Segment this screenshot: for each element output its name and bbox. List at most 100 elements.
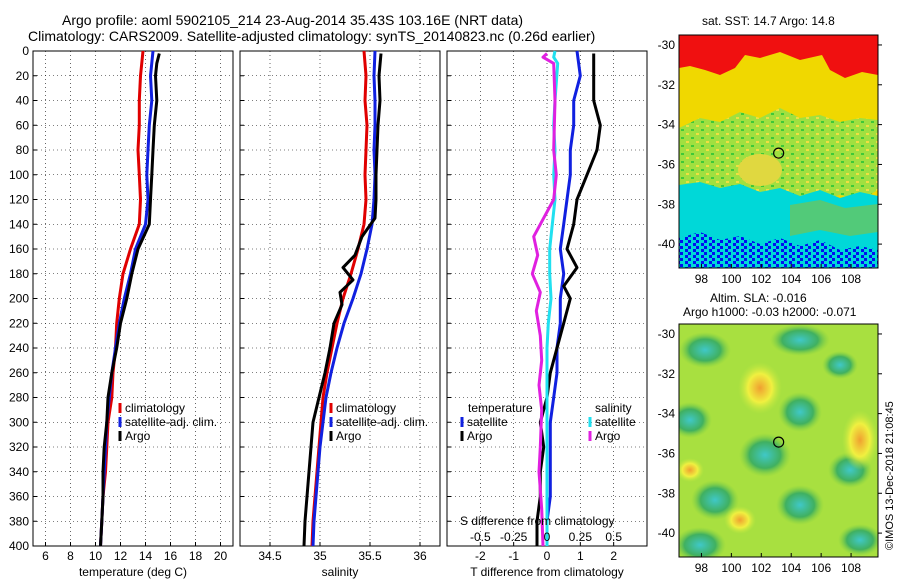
series-line-argo xyxy=(302,53,383,547)
depth-tick-label: 280 xyxy=(9,391,29,405)
temperature-xlabel: temperature (deg C) xyxy=(79,565,187,579)
depth-tick-label: 0 xyxy=(22,44,29,58)
depth-tick-label: 380 xyxy=(9,514,29,528)
map-y-tick-label: -32 xyxy=(658,78,676,92)
x-tick-label: 6 xyxy=(42,549,49,563)
s-tick-label: -0.25 xyxy=(500,530,528,544)
difference-legend: temperature satellite Argo salinity sate… xyxy=(460,401,636,443)
x-tick-label: 2 xyxy=(610,549,617,563)
map-x-tick-label: 100 xyxy=(721,272,741,286)
s-tick-label: -0.5 xyxy=(470,530,491,544)
legend-salinity-title: salinity xyxy=(595,401,632,415)
x-tick-label: 18 xyxy=(189,549,203,563)
s-tick-label: 0.25 xyxy=(569,530,593,544)
sla-high-anomaly xyxy=(738,362,782,414)
map-y-tick-label: -30 xyxy=(658,38,676,52)
map-y-tick-label: -36 xyxy=(658,446,676,460)
sla-eddy xyxy=(679,527,726,557)
x-tick-label: 20 xyxy=(214,549,228,563)
s-difference-ticks: -0.5 -0.25 0 0.25 0.5 xyxy=(470,530,622,544)
map-y-tick-label: -30 xyxy=(658,327,676,341)
x-tick-label: -1 xyxy=(508,549,519,563)
depth-axis: 0 20 40 60 80 100 120 140 160 180 200 220 240 260 280 3… xyxy=(9,44,647,553)
sla-eddy xyxy=(822,351,858,379)
legend-climatology-label: climatology xyxy=(336,401,396,415)
depth-tick-label: 40 xyxy=(16,94,30,108)
sla-map-title: Altim. SLA: -0.016 xyxy=(710,291,807,305)
salinity-xlabel: salinity xyxy=(322,565,359,579)
legend-s-argo-label: Argo xyxy=(595,429,621,443)
depth-tick-label: 140 xyxy=(9,217,29,231)
legend-t-satellite-label: satellite xyxy=(467,415,508,429)
depth-tick-label: 320 xyxy=(9,440,29,454)
s-difference-label: S difference from climatology xyxy=(460,514,615,528)
depth-tick-label: 80 xyxy=(16,143,30,157)
sst-warm-red-region xyxy=(679,35,878,78)
map-y-tick-label: -34 xyxy=(658,118,676,132)
temperature-legend: climatology satellite-adj. clim. Argo xyxy=(118,401,217,443)
s-tick-label: 0 xyxy=(544,530,551,544)
depth-tick-label: 180 xyxy=(9,267,29,281)
depth-tick-label: 360 xyxy=(9,490,29,504)
credit-text: ©IMOS 13-Dec-2018 21:08:45 xyxy=(884,401,896,550)
map-x-tick-label: 104 xyxy=(781,561,801,575)
sst-argo-marker xyxy=(773,147,785,159)
map-y-tick-label: -40 xyxy=(658,237,676,251)
depth-tick-label: 300 xyxy=(9,415,29,429)
series-line-satellite-adj-clim- xyxy=(311,50,377,547)
legend-argo-label: Argo xyxy=(125,429,151,443)
depth-tick-label: 100 xyxy=(9,168,29,182)
sla-eddy xyxy=(679,402,712,438)
map-y-tick-label: -38 xyxy=(658,197,676,211)
depth-tick-label: 220 xyxy=(9,316,29,330)
sla-eddy xyxy=(770,324,830,356)
map-y-tick-label: -40 xyxy=(658,526,676,540)
x-tick-label: -2 xyxy=(475,549,486,563)
x-tick-label: 0 xyxy=(544,549,551,563)
sst-green-region xyxy=(679,108,878,205)
map-x-tick-label: 108 xyxy=(841,272,861,286)
sst-cold-region xyxy=(679,232,878,268)
legend-climatology-label: climatology xyxy=(125,401,185,415)
sla-eddy xyxy=(838,524,878,556)
series-line-temperature-argo xyxy=(535,53,602,546)
x-tick-label: 16 xyxy=(164,549,178,563)
sla-argo-marker xyxy=(773,436,785,448)
legend-t-argo-label: Argo xyxy=(467,429,493,443)
depth-tick-label: 400 xyxy=(9,539,29,553)
depth-tick-label: 160 xyxy=(9,242,29,256)
sla-map-subtitle: Argo h1000: -0.03 h2000: -0.071 xyxy=(683,305,857,319)
x-tick-label: 35.5 xyxy=(358,549,382,563)
map-y-tick-label: -36 xyxy=(658,157,676,171)
x-tick-label: 14 xyxy=(139,549,153,563)
map-x-tick-label: 108 xyxy=(841,561,861,575)
depth-tick-label: 60 xyxy=(16,118,30,132)
sst-map xyxy=(679,35,878,268)
sst-warm-eddy xyxy=(738,154,782,186)
map-x-tick-label: 106 xyxy=(811,561,831,575)
title-line-2: Climatology: CARS2009. Satellite-adjuste… xyxy=(28,28,595,44)
series-line-temperature-satellite xyxy=(545,50,582,546)
sla-eddy xyxy=(691,480,739,520)
legend-s-satellite-label: satellite xyxy=(595,415,636,429)
x-tick-label: 36 xyxy=(413,549,427,563)
sst-map-title: sat. SST: 14.7 Argo: 14.8 xyxy=(702,14,835,28)
sla-eddy xyxy=(776,485,824,525)
sst-map-axes: 98 100 102 104 106 108 -30 -32 -34 -36 -38 -40 xyxy=(658,38,882,286)
sla-eddy xyxy=(679,332,731,368)
x-tick-label: 10 xyxy=(89,549,103,563)
series-line-argo xyxy=(99,53,161,547)
map-y-tick-label: -32 xyxy=(658,367,676,381)
sla-eddy xyxy=(739,433,791,477)
map-x-tick-label: 102 xyxy=(751,272,771,286)
depth-tick-label: 240 xyxy=(9,341,29,355)
depth-tick-label: 200 xyxy=(9,292,29,306)
sla-map xyxy=(679,324,878,557)
map-x-tick-label: 98 xyxy=(695,272,709,286)
map-x-tick-label: 106 xyxy=(811,272,831,286)
x-tick-label: 1 xyxy=(577,549,584,563)
depth-tick-label: 340 xyxy=(9,465,29,479)
difference-xlabel: T difference from climatology xyxy=(470,565,624,579)
map-y-tick-label: -34 xyxy=(658,407,676,421)
